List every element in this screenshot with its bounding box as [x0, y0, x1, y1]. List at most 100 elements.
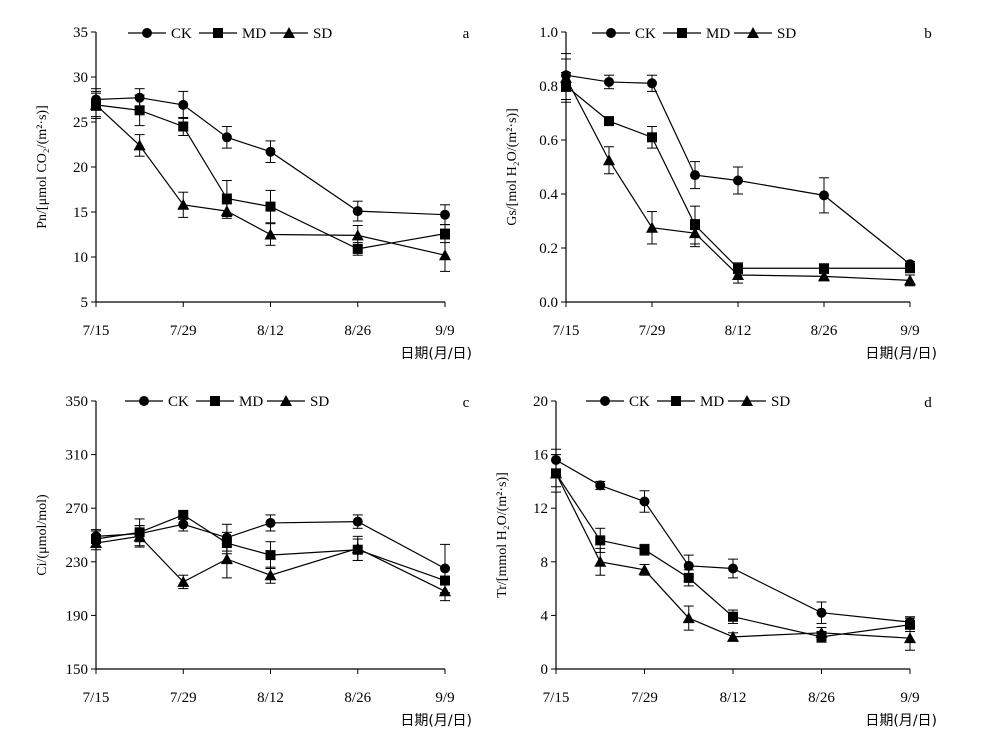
data-point: [733, 175, 743, 186]
y-axis-title: Tr/[mmol H₂O/(m²·s)]: [495, 472, 510, 598]
data-point: [550, 467, 562, 479]
x-tick-label: 7/15: [83, 690, 110, 706]
x-tick-label: 8/12: [720, 690, 747, 706]
data-point: [352, 516, 363, 527]
legend-label: CK: [635, 26, 656, 42]
data-point: [221, 132, 232, 143]
data-point: [732, 269, 744, 280]
data-point: [905, 263, 915, 274]
y-tick-label: 35: [73, 25, 88, 41]
data-point: [220, 205, 233, 217]
data-point: [178, 99, 189, 110]
data-point: [351, 542, 364, 554]
legend-label: MD: [700, 394, 724, 410]
panel-letter: c: [463, 395, 470, 411]
legend: CK MD SD: [592, 26, 796, 42]
legend-label: SD: [313, 26, 332, 42]
legend-marker: [747, 27, 759, 38]
x-tick-label: 8/12: [257, 690, 284, 706]
data-point: [728, 563, 738, 574]
y-tick-label: 0: [541, 662, 549, 678]
data-point: [90, 537, 102, 549]
data-point: [638, 563, 651, 575]
x-axis-title: 日期(月/日): [865, 713, 937, 729]
data-point: [690, 170, 700, 181]
legend-marker: [142, 28, 152, 38]
data-point: [265, 550, 276, 561]
data-point: [440, 209, 450, 220]
x-tick-label: 8/12: [725, 323, 752, 339]
data-point: [440, 228, 450, 239]
x-tick-label: 9/9: [435, 690, 454, 706]
data-point: [604, 76, 614, 87]
legend-marker: [671, 396, 681, 406]
series-sd: [90, 90, 451, 272]
data-point: [816, 607, 827, 618]
data-point: [728, 611, 738, 622]
legend-marker: [283, 27, 295, 38]
data-point: [177, 198, 190, 210]
legend-marker: [213, 28, 223, 38]
data-point: [682, 612, 695, 624]
data-point: [689, 227, 701, 239]
data-point: [639, 496, 650, 507]
data-point: [647, 132, 657, 143]
legend: CK MD SD: [128, 26, 332, 42]
y-tick-label: 0.6: [539, 133, 558, 149]
data-point: [603, 154, 615, 166]
data-point: [683, 560, 694, 571]
x-tick-label: 7/29: [170, 690, 197, 706]
series-sd: [560, 53, 916, 287]
data-point: [594, 555, 607, 567]
data-point: [352, 243, 363, 254]
x-tick-label: 7/29: [631, 690, 658, 706]
data-point: [904, 274, 916, 286]
data-point: [264, 228, 277, 240]
y-tick-label: 0.4: [539, 187, 558, 203]
legend-label: CK: [168, 394, 189, 410]
data-point: [178, 509, 189, 520]
y-tick-label: 15: [73, 205, 88, 221]
y-tick-label: 10: [73, 250, 88, 266]
data-point: [595, 480, 606, 491]
y-tick-label: 5: [81, 295, 89, 311]
data-point: [595, 535, 606, 546]
data-point: [819, 190, 829, 201]
data-point: [265, 201, 276, 212]
y-tick-label: 30: [73, 70, 88, 86]
chart-panel-c: 150 190 230 270 310 350 7/15 7/29 8/12 8/26 9/9 日期(…: [35, 394, 472, 729]
legend: CK MD SD: [586, 394, 790, 410]
data-point: [905, 619, 915, 630]
data-point: [352, 206, 363, 217]
x-tick-label: 9/9: [435, 323, 454, 339]
x-axis-title: 日期(月/日): [400, 713, 472, 729]
data-point: [221, 193, 232, 204]
data-point: [439, 585, 451, 597]
x-axis-title: 日期(月/日): [865, 346, 937, 362]
legend-label: MD: [242, 26, 266, 42]
x-tick-label: 7/29: [639, 323, 666, 339]
series-ck: [551, 448, 915, 628]
panel-letter: a: [463, 26, 470, 42]
x-tick-label: 7/15: [553, 323, 580, 339]
x-tick-label: 9/9: [900, 690, 919, 706]
legend-marker: [210, 396, 220, 406]
data-point: [440, 575, 450, 586]
data-point: [264, 569, 277, 581]
data-point: [90, 98, 102, 110]
x-tick-label: 7/15: [543, 690, 570, 706]
data-point: [177, 575, 190, 587]
y-tick-label: 150: [66, 662, 89, 678]
y-tick-label: 0.0: [539, 295, 558, 311]
y-tick-label: 190: [66, 608, 89, 624]
data-point: [265, 146, 276, 157]
legend-marker: [606, 28, 616, 38]
legend-marker: [677, 28, 687, 38]
data-point: [604, 116, 614, 127]
data-point: [134, 105, 145, 116]
y-tick-label: 1.0: [539, 25, 558, 41]
legend-marker: [600, 396, 610, 406]
y-axis-title: Pn/[μmol CO₂/(m²·s)]: [35, 105, 50, 229]
legend-label: SD: [310, 394, 329, 410]
data-point: [639, 544, 650, 555]
